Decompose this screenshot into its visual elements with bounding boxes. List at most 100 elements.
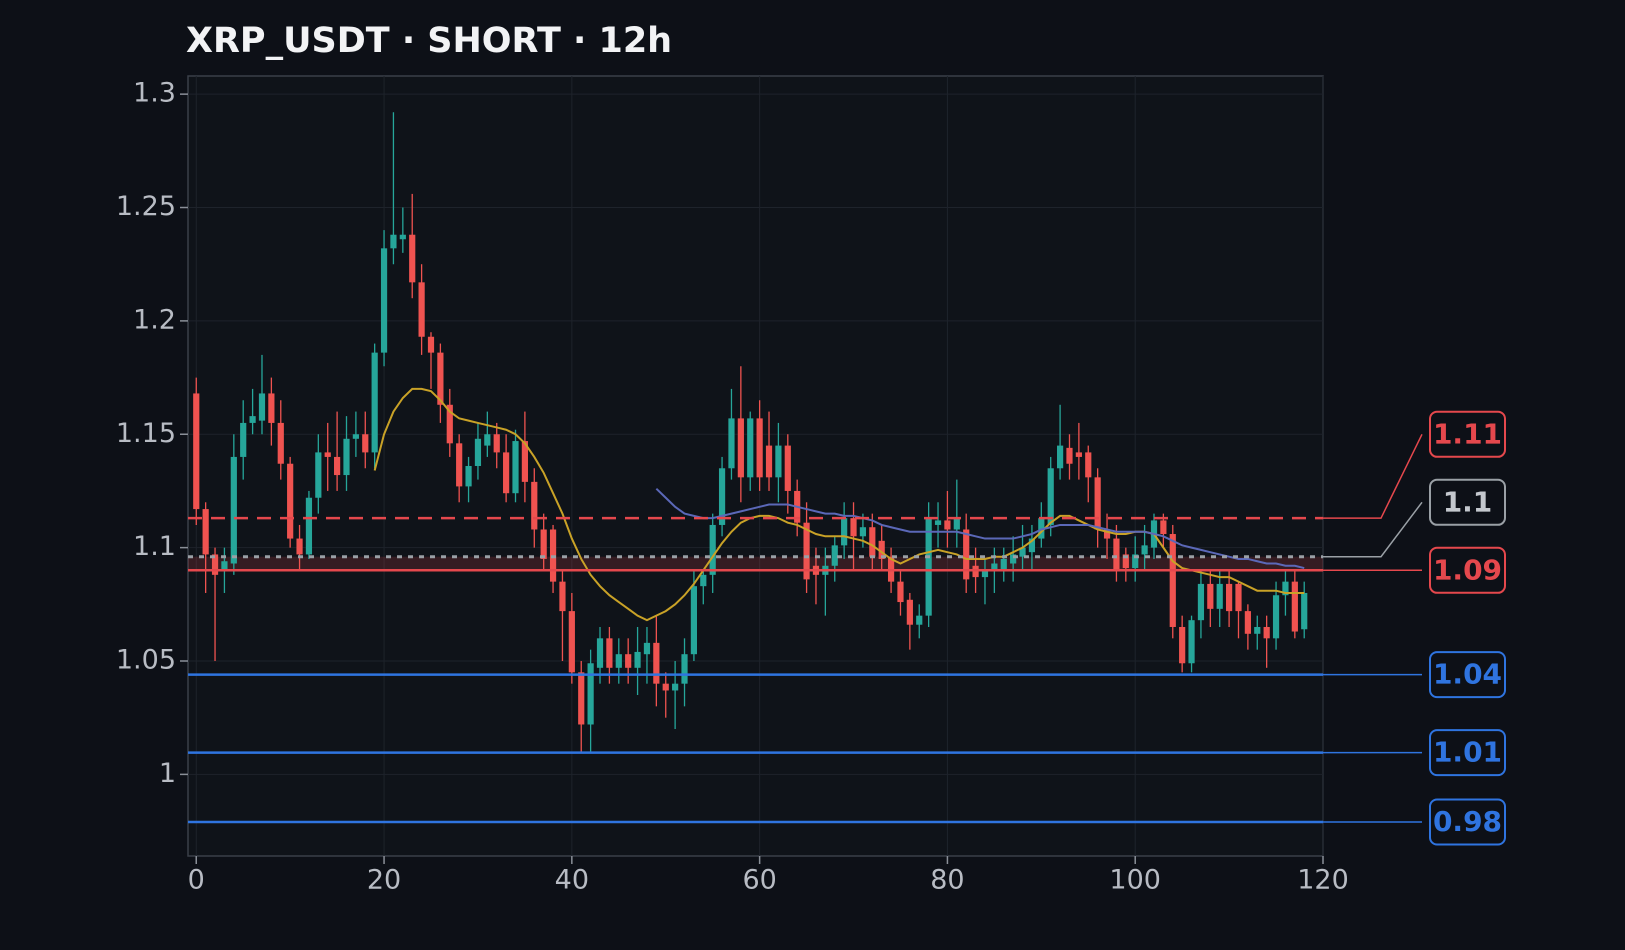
candle-body bbox=[305, 497, 313, 555]
y-tick-label: 1.05 bbox=[116, 645, 176, 676]
candle-body bbox=[1056, 445, 1064, 469]
candle-body bbox=[1132, 554, 1139, 569]
candle-body bbox=[1094, 477, 1101, 530]
candle-body bbox=[1226, 583, 1233, 612]
level-label-box bbox=[1429, 410, 1506, 458]
candle-body bbox=[446, 404, 453, 444]
candle-body bbox=[268, 393, 275, 423]
level-label: 1.09 bbox=[1433, 553, 1502, 586]
candle-body bbox=[615, 654, 622, 668]
candle-body bbox=[784, 445, 791, 491]
level-label: 0.98 bbox=[1433, 805, 1502, 838]
candle-body bbox=[1019, 547, 1026, 557]
candle-body bbox=[503, 452, 510, 494]
level-label: 1.04 bbox=[1433, 658, 1502, 691]
candle-body bbox=[531, 481, 538, 530]
candle-body bbox=[737, 418, 744, 478]
candle-body bbox=[596, 638, 604, 668]
candle-body bbox=[1010, 554, 1017, 564]
candle-body bbox=[728, 418, 735, 469]
candle-body bbox=[831, 545, 838, 566]
candle-body bbox=[1066, 447, 1073, 464]
candle-body bbox=[484, 434, 491, 446]
y-tick-label: 1.1 bbox=[133, 531, 176, 562]
candle-body bbox=[465, 466, 472, 487]
candle-body bbox=[1113, 538, 1120, 571]
candle-body bbox=[277, 422, 284, 464]
candle-body bbox=[672, 683, 679, 691]
level-connector bbox=[1323, 433, 1423, 519]
candle-body bbox=[1216, 583, 1223, 609]
candle-body bbox=[540, 529, 547, 559]
candle-body bbox=[1085, 452, 1092, 478]
candle-body bbox=[409, 234, 416, 283]
candle-body bbox=[1000, 558, 1007, 571]
candle-body bbox=[662, 683, 669, 691]
candle-body bbox=[953, 518, 960, 530]
candle-body bbox=[578, 672, 585, 725]
candle-body bbox=[1169, 534, 1176, 627]
candle-body bbox=[427, 336, 435, 353]
candle-body bbox=[1244, 611, 1251, 634]
level-label-box bbox=[1429, 478, 1506, 526]
candle-body bbox=[756, 418, 763, 478]
candle-body bbox=[493, 434, 500, 453]
candle-body bbox=[315, 452, 322, 498]
candle-body bbox=[221, 561, 228, 571]
candle-body bbox=[934, 520, 942, 525]
candle-body bbox=[625, 654, 632, 668]
level-label: 1.01 bbox=[1433, 736, 1502, 769]
x-tick-label: 40 bbox=[555, 865, 589, 896]
y-tick-label: 1.3 bbox=[133, 78, 176, 109]
candle-body bbox=[352, 434, 359, 439]
candle-body bbox=[343, 438, 350, 476]
x-tick-label: 60 bbox=[742, 865, 776, 896]
candle-body bbox=[474, 438, 482, 466]
candle-body bbox=[775, 445, 782, 478]
candle-body bbox=[1075, 452, 1082, 457]
candle-body bbox=[606, 638, 613, 668]
candle-body bbox=[418, 282, 425, 337]
candle-body bbox=[1188, 620, 1195, 664]
level-label: 1.11 bbox=[1433, 417, 1502, 450]
candle-body bbox=[1254, 626, 1261, 634]
candle-body bbox=[718, 468, 726, 525]
candle-body bbox=[963, 529, 970, 580]
candle-body bbox=[643, 642, 651, 655]
candle-body bbox=[437, 352, 444, 405]
candle-body bbox=[380, 248, 388, 353]
y-tick-label: 1 bbox=[159, 758, 176, 789]
x-tick-label: 100 bbox=[1109, 865, 1161, 896]
candle-body bbox=[869, 527, 876, 557]
candle-body bbox=[287, 463, 294, 539]
candle-body bbox=[1301, 592, 1308, 630]
candle-body bbox=[1047, 468, 1054, 525]
candle-body bbox=[1291, 581, 1298, 632]
x-tick-label: 80 bbox=[930, 865, 964, 896]
candle-body bbox=[324, 452, 331, 457]
candle-body bbox=[1103, 529, 1111, 539]
candle-body bbox=[512, 441, 519, 494]
candle-body bbox=[240, 422, 247, 457]
candle-body bbox=[1235, 583, 1242, 612]
level-label-box bbox=[1429, 651, 1506, 699]
zone bbox=[188, 556, 1323, 571]
candle-body bbox=[653, 642, 660, 684]
y-tick-label: 1.25 bbox=[116, 191, 176, 222]
candle-body bbox=[249, 416, 256, 423]
candle-body bbox=[1272, 595, 1280, 639]
y-tick-label: 1.2 bbox=[133, 304, 176, 335]
level-label-box bbox=[1429, 798, 1506, 846]
candle-body bbox=[371, 352, 378, 453]
candle-body bbox=[559, 581, 566, 612]
candle-body bbox=[897, 581, 904, 603]
candle-body bbox=[390, 234, 397, 249]
candle-body bbox=[334, 456, 341, 476]
candle-body bbox=[850, 518, 857, 537]
level-connector bbox=[1323, 501, 1423, 558]
candle-body bbox=[1207, 583, 1214, 609]
candle-body bbox=[399, 234, 406, 240]
candle-body bbox=[700, 574, 707, 587]
candle-body bbox=[296, 538, 303, 555]
candle-body bbox=[925, 518, 932, 616]
